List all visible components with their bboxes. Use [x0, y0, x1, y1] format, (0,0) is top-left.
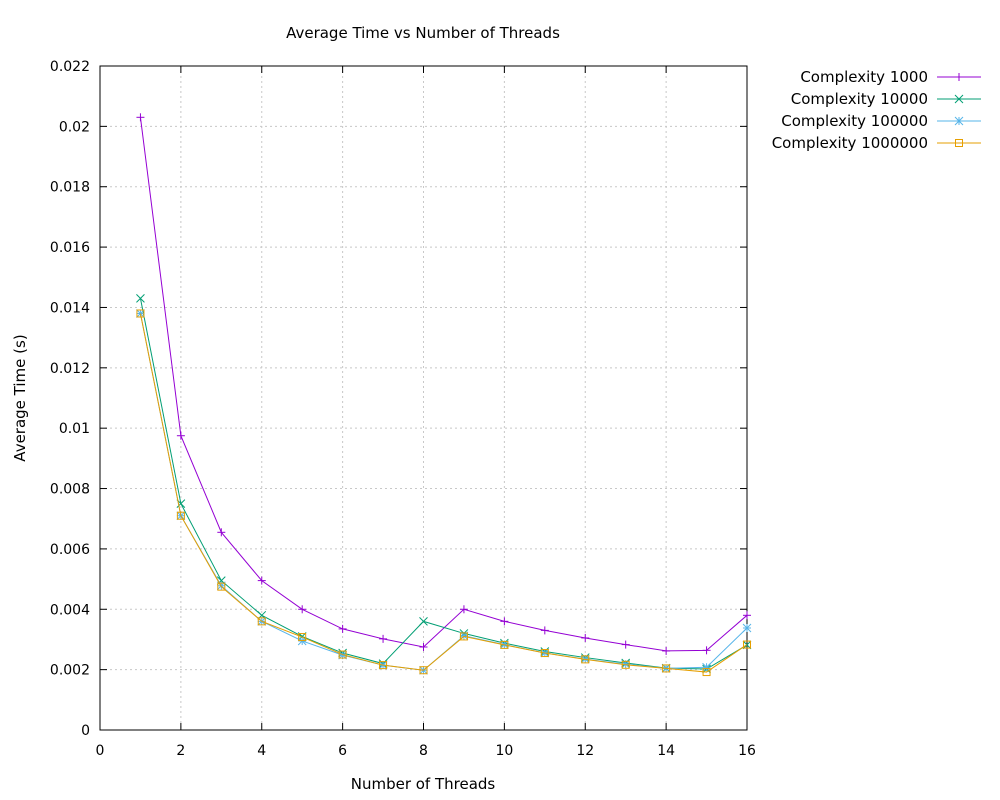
data-point: [621, 660, 630, 669]
data-point: [176, 511, 185, 520]
legend-label: Complexity 1000000: [772, 134, 928, 152]
data-point: [702, 668, 711, 677]
x-tick-label: 2: [176, 743, 185, 759]
legend-marker: [955, 73, 963, 81]
data-point: [257, 617, 266, 626]
legend-label: Complexity 100000: [781, 112, 928, 130]
axes: 0 2 4 6 8 10 12 14 16 0 0.002 0.004 0.006 0.008 0.01 0.…: [50, 59, 756, 759]
plot-frame: [99, 65, 748, 731]
x-tick-label: 8: [419, 743, 428, 759]
data-point: [540, 626, 549, 635]
data-point: [136, 294, 145, 303]
x-tick-label: 6: [338, 743, 347, 759]
legend: Complexity 1000 Complexity 10000 Complexit…: [772, 68, 981, 152]
data-point: [621, 640, 630, 649]
data-point: [500, 617, 509, 626]
series-line: [139, 313, 748, 673]
data-point: [379, 661, 388, 670]
series-line: [139, 117, 748, 652]
data-point: [136, 309, 145, 318]
series-1: [136, 113, 751, 655]
chart-title: Average Time vs Number of Threads: [286, 24, 560, 42]
y-axis-label: Average Time (s): [11, 334, 29, 461]
data-point: [459, 632, 468, 641]
series-line: [139, 298, 748, 670]
y-tick-label: 0.016: [50, 240, 90, 256]
y-tick-label: 0: [81, 723, 90, 739]
series-lines: [136, 113, 752, 677]
data-point: [743, 611, 751, 620]
x-tick-label: 10: [495, 743, 513, 759]
y-tick-label: 0.014: [50, 300, 90, 316]
y-tick-label: 0.008: [50, 482, 90, 498]
data-point: [419, 666, 428, 675]
data-point: [662, 664, 671, 673]
legend-item: Complexity 10000: [791, 90, 981, 108]
series-line: [139, 313, 748, 671]
y-tick-label: 0.002: [50, 663, 90, 679]
legend-marker: [955, 139, 963, 147]
data-point: [379, 634, 388, 643]
y-tick-label: 0.018: [50, 180, 90, 196]
y-tick-label: 0.004: [50, 602, 90, 618]
data-point: [338, 650, 347, 659]
legend-marker: [954, 116, 964, 126]
y-tick-label: 0.022: [50, 59, 90, 75]
x-tick-label: 16: [738, 743, 756, 759]
grid-lines: [100, 66, 747, 730]
data-point: [743, 640, 751, 649]
x-tick-label: 14: [657, 743, 675, 759]
data-point: [136, 113, 145, 122]
legend-label: Complexity 1000: [800, 68, 928, 86]
data-point: [298, 633, 307, 642]
data-point: [459, 605, 468, 614]
legend-item: Complexity 1000: [800, 68, 981, 86]
series-2: [136, 294, 752, 674]
y-tick-label: 0.02: [59, 119, 90, 135]
legend-item: Complexity 100000: [781, 112, 981, 130]
x-axis-label: Number of Threads: [351, 775, 496, 793]
x-tick-label: 0: [96, 743, 105, 759]
data-point: [298, 605, 307, 614]
data-point: [419, 616, 428, 626]
x-tick-label: 12: [576, 743, 594, 759]
data-point: [742, 623, 752, 633]
data-point: [581, 655, 590, 664]
y-tick-label: 0.006: [50, 542, 90, 558]
data-point: [217, 528, 226, 537]
legend-label: Complexity 10000: [791, 90, 928, 108]
data-point: [702, 646, 711, 655]
data-point: [500, 640, 509, 649]
legend-marker: [954, 94, 964, 104]
data-point: [540, 649, 549, 658]
data-point: [419, 643, 428, 651]
data-point: [338, 624, 347, 633]
x-tick-label: 4: [257, 743, 266, 759]
y-tick-label: 0.012: [50, 361, 90, 377]
series-3: [136, 309, 752, 675]
series-4: [136, 309, 751, 677]
y-tick-label: 0.01: [59, 421, 90, 437]
data-point: [217, 582, 226, 591]
data-point: [581, 633, 590, 642]
data-point: [662, 646, 671, 655]
data-point: [176, 431, 185, 440]
data-point: [257, 576, 266, 585]
legend-item: Complexity 1000000: [772, 134, 981, 152]
